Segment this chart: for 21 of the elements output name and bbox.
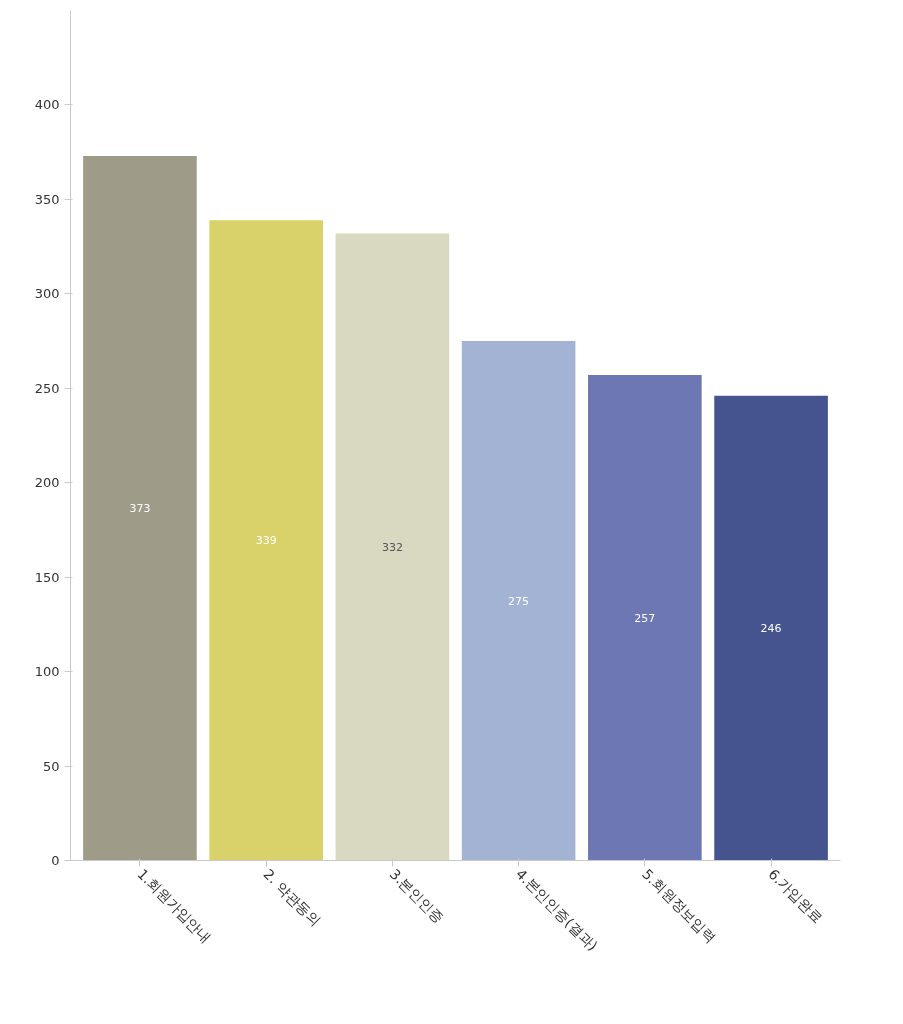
bar <box>335 233 450 861</box>
bar <box>461 341 576 861</box>
y-tick-label: 0 <box>51 853 60 868</box>
bar <box>588 375 702 861</box>
y-tick-label: 100 <box>34 664 60 680</box>
bar <box>83 155 197 861</box>
y-tick-label: 400 <box>34 97 60 113</box>
data-label: 332 <box>381 540 403 554</box>
data-label: 373 <box>129 502 151 516</box>
bar <box>209 220 323 861</box>
y-tick-label: 200 <box>34 475 60 491</box>
y-tick-label: 300 <box>34 286 60 302</box>
y-tick-label: 250 <box>34 380 60 396</box>
data-label: 275 <box>508 594 530 608</box>
y-tick-label: 50 <box>42 758 60 774</box>
bar <box>714 395 828 861</box>
data-label: 339 <box>255 534 277 548</box>
data-label: 257 <box>634 611 656 625</box>
y-tick-label: 350 <box>34 191 60 207</box>
data-label: 246 <box>760 622 782 636</box>
y-tick-label: 150 <box>34 569 60 585</box>
